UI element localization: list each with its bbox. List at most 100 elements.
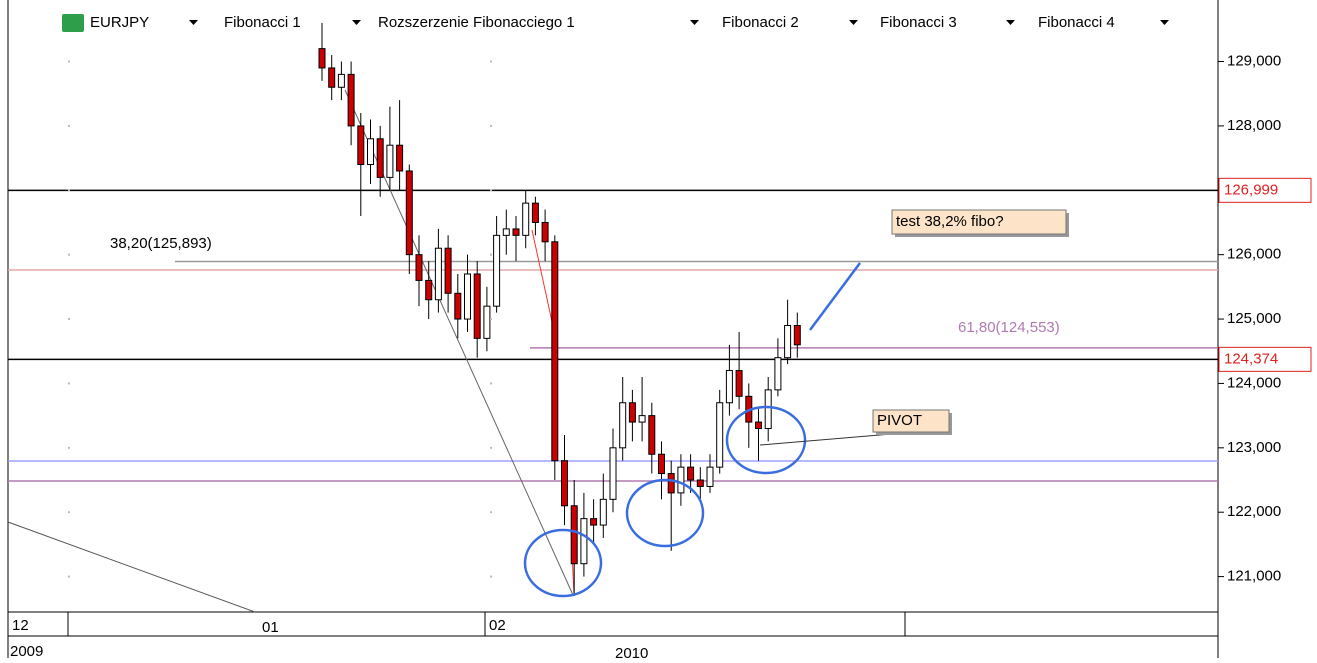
candle-body [318,48,326,69]
y-tick-label: 128,000 [1227,117,1281,134]
y-tick-label: 123,000 [1227,439,1281,456]
candle-body [531,202,539,223]
price-box [1218,346,1312,372]
candle-body [444,247,452,294]
grid-dot [490,446,492,449]
candle-body [367,138,374,166]
candle-body [376,138,384,178]
price-box [1218,177,1312,203]
toolbar-item[interactable]: Fibonacci 3 [880,14,957,31]
levels: 38,20(125,893) 61,80(124,553) [8,189,1218,482]
candle-body [570,505,578,565]
candle-body [483,305,491,339]
y-tick-label: 122,000 [1227,503,1281,520]
candle-body [328,67,336,88]
candle-body [551,241,559,462]
dropdown-arrow [352,20,361,25]
symbol: EURJPY [90,14,149,31]
dropdown-arrow [189,20,198,25]
y-axis: 121,000 122,000 123,000 124,000 125,000 126,0… [68,52,1312,585]
candle-body [716,402,724,468]
y-tick-label: 125,000 [1227,310,1281,327]
candle-body [347,73,355,127]
candle-body [696,479,704,487]
toolbar-item[interactable]: Rozszerzenie Fibonacciego 1 [378,14,575,31]
symbol-icon [62,14,84,32]
grid-dot [68,253,70,256]
circle [523,528,603,598]
price-label: 124,374 [1224,350,1278,367]
toolbar: EURJPY Fibonacci 1 Rozszerzenie Fibonacc… [62,14,1169,32]
grid-dot [68,446,70,449]
x-label: 02 [489,617,506,634]
grid-dot [490,124,492,127]
grid-dot [490,253,492,256]
circle [725,405,807,475]
candle-body [638,415,646,423]
candle-body [454,292,462,320]
candle-body [706,466,714,487]
candle-body [590,518,598,526]
candle-body [774,357,782,391]
y-tick-label: 121,000 [1227,568,1281,585]
candles [318,22,801,596]
candle-body [628,402,636,423]
y-tick-label: 124,000 [1227,374,1281,391]
candle-body [658,453,665,475]
candle-body [415,254,423,281]
candle-body [434,247,442,301]
grid-dot [68,382,70,385]
price-label: 126,999 [1224,181,1278,198]
candle-body [735,370,743,397]
candle-body [609,447,617,500]
candle-body [357,125,365,166]
candle-body [793,324,801,346]
candle-body [337,73,345,88]
candle-body [473,273,481,339]
axis-dividers [67,612,906,636]
arrow-line [808,262,862,331]
candle-body [541,221,549,243]
drawings [523,262,916,598]
toolbar-item[interactable]: Fibonacci 4 [1038,14,1115,31]
candle-body [725,370,733,404]
grid-dot [490,318,492,321]
candle-body [396,144,404,172]
annotation-box [891,209,1067,235]
candle-body [648,415,656,455]
level-label: 38,20(125,893) [110,235,212,252]
candle-body [764,389,772,430]
circle [625,478,705,548]
x-year: 2009 [10,643,43,658]
toolbar-item[interactable]: Fibonacci 2 [722,14,799,31]
candle-body [405,170,413,256]
candle-body [493,234,501,307]
grid-dot [68,124,70,127]
toolbar-item[interactable]: Fibonacci 1 [224,14,301,31]
y-tick-label: 126,000 [1227,246,1281,263]
annotation-box [872,409,950,433]
trendline [7,521,256,613]
candle-body [599,498,607,526]
candle-body [464,273,471,320]
candle-body [784,324,792,359]
candle-body [580,518,588,565]
candle-body [619,402,627,449]
candle-body [677,466,685,494]
grid-dot [68,189,70,192]
grid-dot [68,575,70,578]
grid-dot [68,511,70,514]
grid-dot [490,511,492,514]
candle-body [512,228,520,236]
level-label: 61,80(124,553) [958,319,1060,336]
grid-dot [490,189,492,192]
annotation: test 38,2% fibo? [896,213,1004,230]
candle-body [755,421,762,430]
candle-body [425,279,433,301]
candle-body [687,466,695,481]
candle-body [502,228,510,236]
dropdown-arrow [1160,20,1169,25]
x-label: 12 [12,617,29,634]
